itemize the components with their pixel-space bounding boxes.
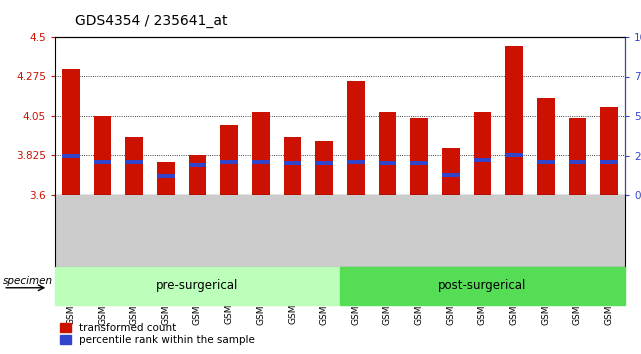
Bar	[221, 160, 238, 164]
Bar	[284, 161, 301, 165]
Legend: transformed count, percentile rank within the sample: transformed count, percentile rank withi…	[60, 323, 255, 345]
Bar	[569, 160, 587, 164]
Bar	[315, 141, 333, 195]
Bar	[62, 69, 79, 195]
Bar	[94, 116, 111, 195]
Bar	[94, 160, 111, 164]
Bar	[410, 161, 428, 165]
Text: post-surgerical: post-surgerical	[438, 280, 527, 292]
Bar	[474, 159, 491, 162]
Bar	[189, 155, 206, 195]
Bar	[252, 160, 270, 164]
Bar	[340, 267, 625, 305]
Bar	[221, 125, 238, 195]
Bar	[537, 98, 554, 195]
Bar	[506, 153, 523, 156]
Bar	[55, 267, 340, 305]
Bar	[537, 160, 554, 164]
Text: pre-surgerical: pre-surgerical	[156, 280, 238, 292]
Bar	[62, 154, 79, 158]
Bar	[284, 137, 301, 195]
Bar	[410, 118, 428, 195]
Bar	[315, 161, 333, 165]
Bar	[157, 174, 174, 178]
Bar	[379, 113, 396, 195]
Bar	[252, 113, 270, 195]
Bar	[157, 162, 174, 195]
Bar	[347, 160, 365, 164]
Bar	[442, 173, 460, 177]
Bar	[189, 163, 206, 167]
Bar	[126, 137, 143, 195]
Bar	[474, 113, 491, 195]
Text: GDS4354 / 235641_at: GDS4354 / 235641_at	[75, 14, 228, 28]
Bar	[569, 118, 587, 195]
Text: specimen: specimen	[3, 276, 53, 286]
Bar	[347, 81, 365, 195]
Bar	[126, 160, 143, 164]
Bar	[379, 161, 396, 165]
Bar	[442, 148, 460, 195]
Bar	[506, 46, 523, 195]
Bar	[601, 160, 618, 164]
Bar	[601, 107, 618, 195]
